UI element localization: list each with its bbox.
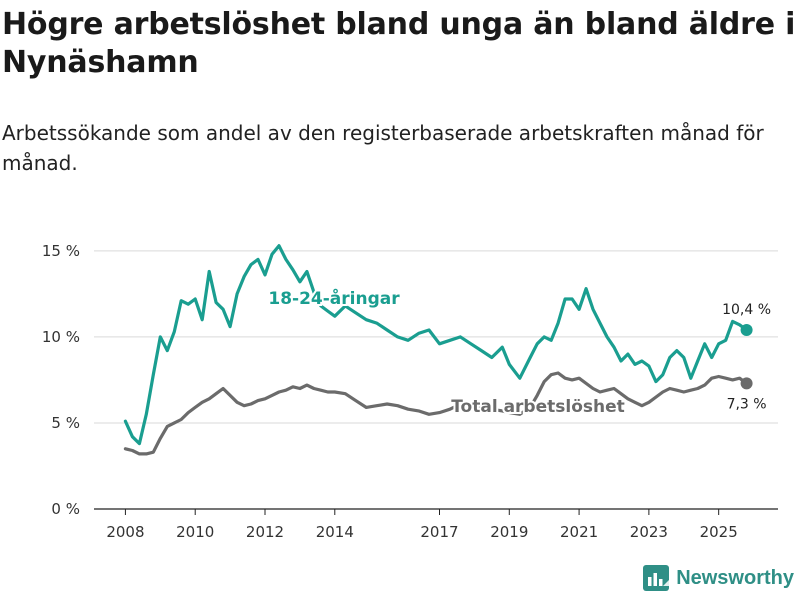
x-tick-label: 2008 — [106, 523, 144, 541]
youth-series-line — [123, 244, 749, 446]
x-tick-label: 2019 — [490, 523, 528, 541]
x-axis-ticks: 2008 2010 2012 2014 2017 2019 2021 2023 2025 — [106, 509, 738, 541]
gridlines — [94, 250, 778, 510]
total-series-line — [123, 371, 749, 456]
y-axis-ticks: 0 % 5 % 10 % 15 % — [42, 242, 80, 518]
x-tick-label: 2017 — [420, 523, 458, 541]
total-end-point — [740, 377, 753, 390]
chart-title: Högre arbetslöshet bland unga än bland ä… — [2, 7, 796, 80]
newsworthy-logo[interactable]: Newsworthy — [642, 564, 794, 592]
youth-end-point — [740, 323, 753, 336]
y-tick-label: 10 % — [42, 328, 80, 346]
x-tick-label: 2012 — [246, 523, 284, 541]
y-tick-label: 15 % — [42, 242, 80, 260]
x-tick-label: 2014 — [316, 523, 354, 541]
series-lines — [123, 244, 753, 456]
bar-chart-icon — [643, 565, 670, 591]
youth-series-label: 18-24-åringar — [268, 287, 400, 309]
y-tick-label: 0 % — [51, 500, 80, 518]
youth-end-value-label: 10,4 % — [722, 302, 771, 318]
x-tick-label: 2010 — [176, 523, 214, 541]
series-labels: 10,4 % 7,3 % 18-24-åringar Total arbetslösh… — [266, 285, 771, 419]
total-end-value-label: 7,3 % — [727, 396, 767, 412]
brand-name: Newsworthy — [676, 566, 794, 589]
y-tick-label: 5 % — [51, 414, 80, 432]
x-tick-label: 2021 — [560, 523, 598, 541]
total-series-label: Total arbetslöshet — [451, 397, 625, 417]
x-tick-label: 2025 — [700, 523, 738, 541]
chart-subtitle: Arbetssökande som andel av den registerb… — [2, 121, 764, 175]
x-tick-label: 2023 — [630, 523, 668, 541]
